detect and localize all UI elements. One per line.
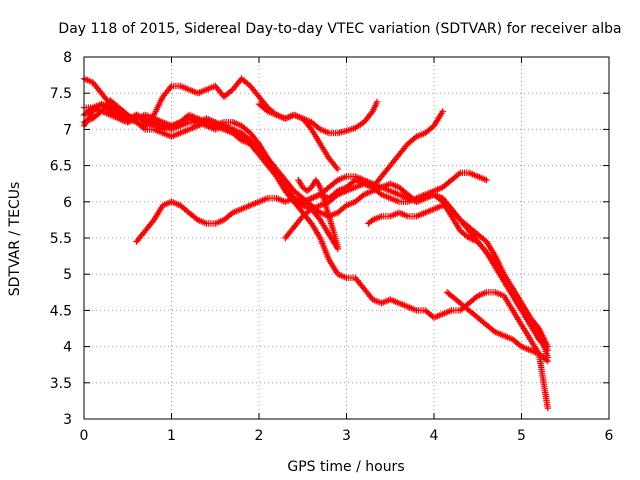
x-axis-label: GPS time / hours [287,459,404,475]
series-9-points [295,176,341,250]
series-9 [295,176,341,250]
y-tick-label: 5 [63,267,72,283]
x-tick-label: 4 [430,428,439,444]
y-tick-label: 6 [63,195,72,211]
series-10-points [255,100,341,173]
x-tick-label: 2 [255,428,264,444]
y-tick-label: 4.5 [50,303,72,319]
y-tick-label: 5.5 [50,231,72,247]
series-4 [80,100,551,412]
data-series-layer [80,75,551,412]
y-tick-label: 3.5 [50,376,72,392]
x-tick-label: 0 [80,428,89,444]
series-6-points [133,108,446,245]
y-tick-label: 4 [63,340,72,356]
y-tick-label: 7.5 [50,86,72,102]
y-tick-label: 3 [63,412,72,428]
y-tick-label: 8 [63,50,72,66]
axis-ticks: 0 1 2 3 4 5 6 3 3.5 4 4.5 5 5.5 6 6.5 7 7.5 8 [50,50,614,444]
x-tick-label: 5 [517,428,526,444]
series-8-points [365,202,551,350]
series-11 [443,289,551,365]
series-8 [365,202,551,350]
series-11-points [443,289,551,365]
y-tick-label: 6.5 [50,159,72,175]
x-tick-label: 6 [605,428,614,444]
x-tick-label: 1 [167,428,176,444]
series-4-points [80,100,551,412]
series-10 [255,100,341,173]
series-6 [133,108,446,245]
y-tick-label: 7 [63,122,72,138]
x-tick-label: 3 [342,428,351,444]
grid [84,57,609,419]
chart-title: Day 118 of 2015, Sidereal Day-to-day VTE… [58,21,621,37]
y-axis-label: SDTVAR / TECUs [7,182,23,297]
